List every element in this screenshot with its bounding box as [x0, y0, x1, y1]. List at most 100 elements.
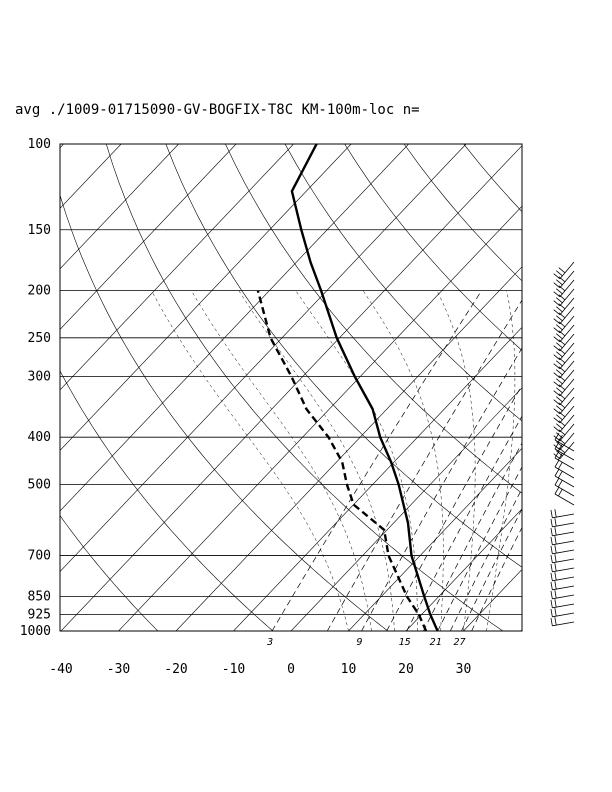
temperature-tick-label: 10	[341, 662, 357, 677]
pressure-tick-label: 300	[28, 369, 51, 384]
wind-barb-flag	[554, 527, 557, 536]
wind-barb-flag	[553, 399, 561, 406]
pressure-tick-label: 400	[28, 430, 51, 445]
wind-barb-flag	[553, 354, 561, 361]
wind-barb-flag	[554, 608, 557, 617]
wind-barb-flag	[556, 405, 563, 412]
wind-barb-flag	[553, 444, 561, 451]
wind-barb-flag	[553, 336, 561, 343]
pressure-tick-label: 250	[28, 331, 51, 346]
wind-barb-flag	[556, 396, 563, 403]
moist-adiabat-line	[151, 290, 349, 631]
dry-adiabat-line	[284, 144, 522, 422]
wind-barb-flag	[554, 554, 557, 563]
wind-barb-flag	[556, 279, 563, 286]
wind-barb-flag	[558, 276, 566, 283]
isotherm-line	[60, 144, 179, 270]
wind-barb-flag	[556, 297, 563, 304]
wind-barb-flag	[554, 441, 560, 450]
moist-adiabat-line	[362, 290, 444, 631]
wind-barb-flag	[550, 590, 553, 599]
isotherm-line	[290, 387, 522, 631]
pressure-tick-label: 200	[28, 284, 51, 299]
wind-barb-flag	[553, 273, 561, 280]
wind-barb-flag	[553, 291, 561, 298]
wind-barb-flag	[550, 563, 553, 572]
mixing-ratio-line	[423, 442, 522, 631]
wind-barb-flag	[554, 536, 557, 545]
isotherm-line	[60, 144, 352, 451]
temperature-tick-label: -40	[49, 662, 72, 677]
wind-barb-flag	[556, 414, 563, 421]
wind-barb-flag	[554, 572, 557, 581]
dry-adiabat-line	[344, 144, 522, 351]
wind-barb	[554, 448, 575, 461]
wind-barb-flag	[550, 509, 553, 518]
wind-barb-flag	[553, 390, 561, 397]
wind-barb-flag	[558, 470, 563, 479]
wind-barb-flag	[558, 348, 566, 355]
isotherm-line	[60, 144, 122, 209]
wind-barb-flag	[553, 345, 561, 352]
wind-barb-flag	[558, 339, 566, 346]
mixing-ratio-label: 27	[453, 637, 465, 648]
wind-barb	[554, 457, 575, 470]
temperature-axis: -40 -30 -20 -10 0 10 20 30	[49, 662, 471, 677]
wind-barb-flag	[558, 303, 566, 310]
dry-adiabat-line	[60, 194, 389, 631]
moist-adiabat-line	[238, 290, 395, 631]
wind-barb-flag	[554, 432, 560, 441]
wind-barb-flag	[556, 369, 563, 376]
mixing-ratio-label: 9	[357, 637, 363, 648]
pressure-tick-label: 700	[28, 549, 51, 564]
wind-barb-flag	[550, 608, 553, 617]
wind-barb-flag	[558, 411, 566, 418]
mixing-ratio-line	[361, 347, 522, 631]
wind-barb-flag	[558, 393, 566, 400]
temperature-tick-label: -30	[107, 662, 130, 677]
wind-barb-flag	[553, 363, 561, 370]
wind-barb-flag	[558, 402, 566, 409]
dry-adiabat-line	[583, 144, 612, 631]
wind-barb-flag	[558, 294, 566, 301]
wind-barb-flag	[554, 518, 557, 527]
wind-barb-flag	[558, 321, 566, 328]
wind-barb	[554, 484, 575, 497]
wind-barb-flag	[558, 357, 566, 364]
wind-barb-flag	[556, 288, 563, 295]
isotherm-line	[405, 508, 522, 631]
wind-barb-flag	[550, 599, 553, 608]
wind-barb-flag	[554, 590, 557, 599]
wind-barb-flag	[554, 599, 557, 608]
temperature-tick-label: 30	[456, 662, 472, 677]
wind-barb-flag	[554, 617, 557, 626]
wind-barb-flag	[553, 435, 561, 442]
isotherm-line	[348, 447, 522, 631]
wind-barb-flag	[556, 423, 563, 430]
wind-barb-flag	[553, 372, 561, 379]
wind-barbs	[550, 261, 575, 627]
isotherm-line	[233, 326, 522, 631]
mixing-ratio-line	[461, 508, 522, 631]
wind-barb-flag	[550, 572, 553, 581]
background-lines	[60, 144, 612, 631]
wind-barb-flag	[556, 342, 563, 349]
wind-barb	[554, 493, 575, 506]
wind-barb-flag	[550, 545, 553, 554]
wind-barb-flag	[556, 387, 563, 394]
wind-barb-flag	[553, 327, 561, 334]
mixing-ratio-label: 3	[266, 637, 273, 648]
wind-barb-flag	[556, 315, 563, 322]
wind-barb-flag	[558, 434, 563, 443]
isotherm-line	[60, 144, 237, 330]
isotherm-line	[463, 568, 522, 631]
wind-barb-flag	[556, 270, 563, 277]
plot-frame	[59, 143, 523, 632]
wind-barb-flag	[553, 300, 561, 307]
mixing-ratio-label: 21	[430, 637, 442, 648]
wind-barb-flag	[553, 417, 561, 424]
temperature-tick-label: 20	[398, 662, 414, 677]
pressure-tick-label: 500	[28, 477, 51, 492]
temperature-profile	[290, 144, 439, 631]
wind-barb-flag	[550, 617, 553, 626]
